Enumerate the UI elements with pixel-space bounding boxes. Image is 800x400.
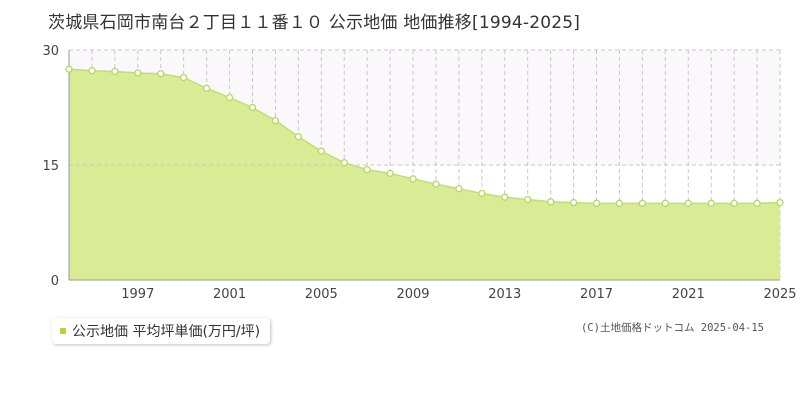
data-point: [248, 103, 257, 112]
data-point: [638, 199, 647, 207]
x-tick-label: 2021: [672, 287, 705, 302]
x-tick-label: 2017: [580, 287, 613, 302]
data-point: [271, 116, 280, 125]
x-tick-label: 2025: [763, 287, 796, 302]
x-tick-label: 2005: [305, 287, 338, 302]
data-point: [478, 189, 486, 198]
chart-title: 茨城県石岡市南台２丁目１１番１０ 公示地価 地価推移[1994-2025]: [48, 13, 581, 33]
data-point: [65, 65, 73, 73]
data-point: [317, 147, 325, 155]
x-tick-label: 2013: [488, 287, 521, 302]
legend-label: 公示地価 平均坪単価(万円/坪): [72, 324, 261, 340]
data-point: [202, 84, 211, 92]
data-point: [546, 198, 555, 206]
data-point: [180, 73, 188, 82]
data-point: [569, 198, 578, 207]
data-point: [111, 67, 119, 76]
data-point: [684, 199, 692, 207]
series-area: [69, 69, 780, 281]
data-point: [157, 70, 165, 78]
data-point: [524, 195, 532, 204]
y-tick-label: 0: [51, 274, 59, 289]
data-point: [88, 67, 96, 75]
data-point: [340, 159, 348, 167]
data-point: [776, 198, 784, 207]
data-point: [455, 185, 463, 193]
data-point: [386, 169, 394, 178]
chart-legend: 公示地価 平均坪単価(万円/坪): [52, 318, 271, 344]
data-point: [753, 199, 761, 207]
x-tick-label: 2001: [213, 287, 246, 302]
series-line: [68, 68, 781, 205]
data-point: [501, 193, 509, 201]
data-point: [225, 93, 234, 102]
data-point: [615, 199, 624, 207]
data-point: [409, 175, 417, 183]
credit-text: (C)土地価格ドットコム 2025-04-15: [580, 322, 764, 334]
data-point: [363, 165, 371, 174]
data-point: [661, 199, 669, 207]
y-tick-label: 30: [42, 44, 59, 59]
x-tick-label: 1997: [121, 287, 154, 302]
legend-swatch-icon: [60, 328, 66, 334]
data-point: [707, 199, 715, 207]
data-point: [432, 180, 440, 188]
data-point: [592, 199, 601, 207]
data-point: [134, 69, 142, 77]
data-point: [294, 132, 303, 141]
data-point: [730, 199, 738, 207]
x-tick-label: 2009: [396, 287, 429, 302]
y-tick-label: 15: [42, 159, 59, 174]
